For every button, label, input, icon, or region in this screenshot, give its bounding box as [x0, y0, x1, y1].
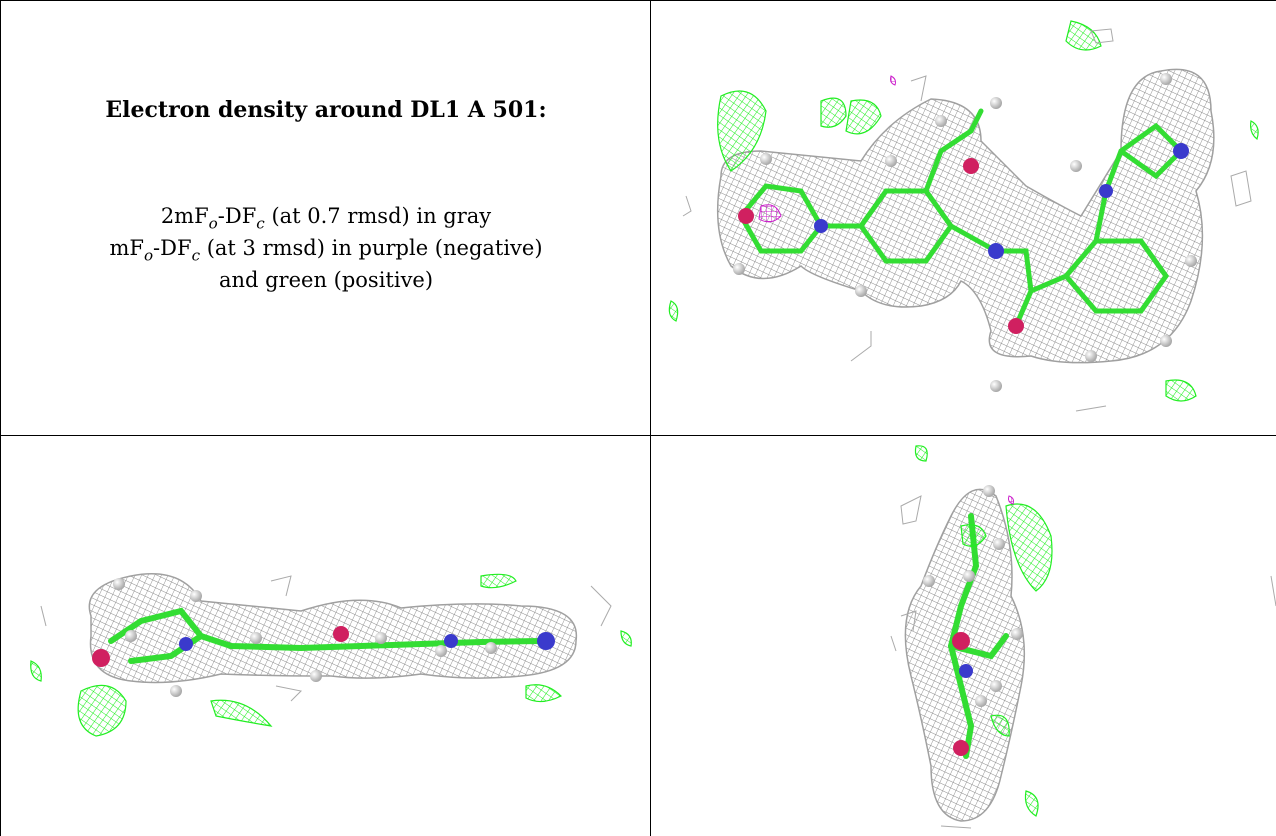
view-bottom-left	[1, 436, 650, 836]
table-border-top	[0, 0, 1276, 1]
table-divider-vertical	[650, 0, 651, 836]
density-render-top-right	[668, 20, 1259, 412]
hydrogen-atoms	[733, 73, 1197, 392]
ligand-atoms	[738, 143, 1189, 334]
positive-density-mesh	[30, 573, 632, 737]
figure-title: Electron density around DL1 A 501:	[105, 97, 547, 123]
ligand-atoms	[92, 626, 555, 667]
legend-line-2fofc: 2mFo-DFc (at 0.7 rmsd) in gray	[160, 204, 492, 233]
legend-line-colors: and green (positive)	[218, 268, 434, 292]
table-divider-horizontal	[0, 435, 1276, 436]
view-bottom-right	[651, 436, 1276, 836]
density-render-bottom-left	[30, 573, 632, 737]
gray-density-mesh	[716, 68, 1215, 364]
ligand-atoms	[952, 632, 973, 756]
negative-density-mesh	[1008, 495, 1014, 505]
positive-density-mesh	[668, 20, 1259, 402]
view-top-right	[651, 1, 1276, 435]
density-render-bottom-right	[890, 445, 1276, 829]
gray-density-mesh	[904, 488, 1026, 822]
ligand-bonds	[737, 108, 1185, 329]
negative-density-mesh	[758, 75, 896, 223]
table-border-left	[0, 0, 1, 836]
legend-line-fofc: mFo-DFc (at 3 rmsd) in purple (negative)	[109, 236, 543, 265]
gray-mesh-fragments	[890, 495, 1276, 829]
caption-cell: Electron density around DL1 A 501: 2mFo-…	[1, 1, 650, 435]
gray-mesh-fragments	[682, 28, 1252, 412]
hydrogen-atoms	[113, 578, 497, 697]
positive-density-mesh	[914, 445, 1053, 817]
gray-density-mesh	[88, 573, 578, 684]
hydrogen-atoms	[923, 485, 1023, 707]
gray-mesh-fragments	[40, 575, 612, 702]
